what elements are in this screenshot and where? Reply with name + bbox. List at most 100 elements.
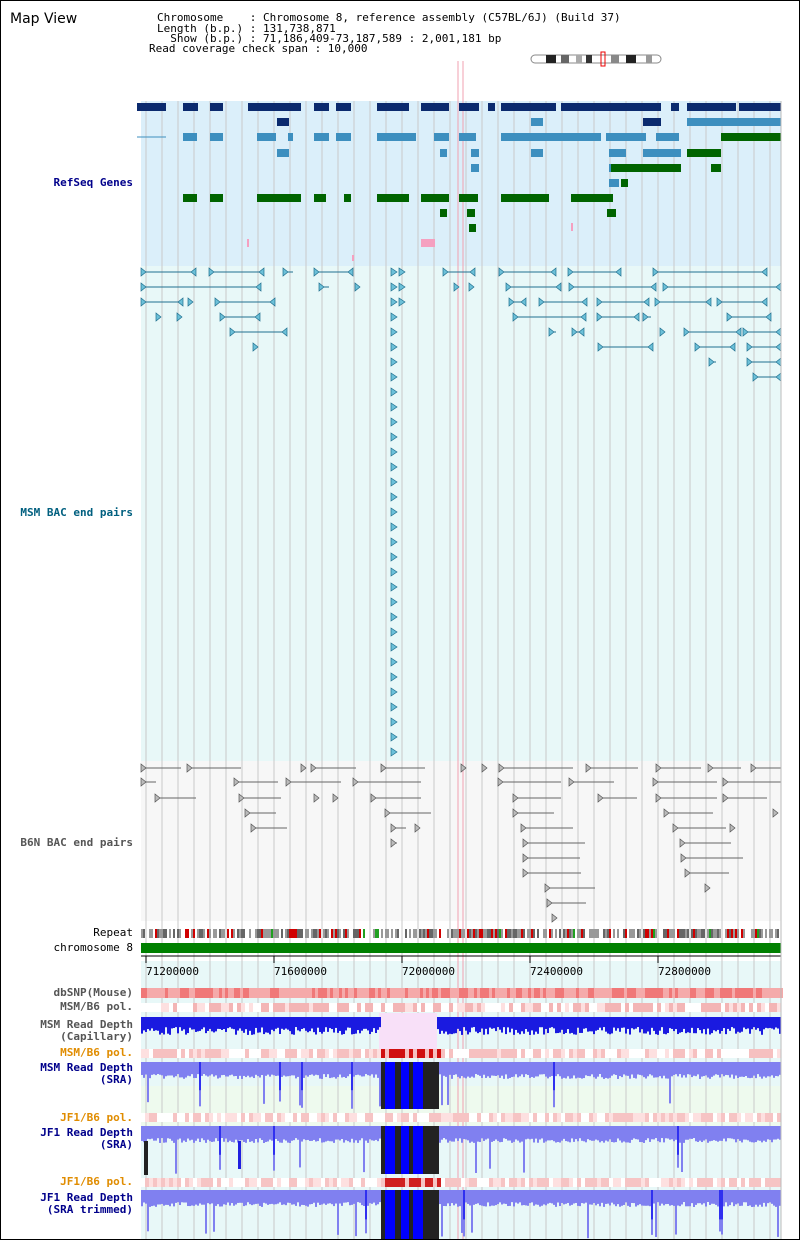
msm-bac-end [347, 267, 354, 277]
sra-depth-bar [291, 1126, 293, 1141]
dbsnp-cell [462, 988, 465, 998]
polymorphism-cell [417, 1003, 421, 1012]
repeat-element [487, 929, 489, 938]
sra-depth-bar [411, 1126, 413, 1174]
sra-depth-bar [513, 1190, 515, 1207]
capillary-depth-bar [701, 1017, 703, 1034]
polymorphism-cell [209, 1049, 213, 1058]
track-label-dbsnp[interactable]: dbSNP(Mouse) [53, 986, 133, 999]
polymorphism-cell [713, 1113, 717, 1122]
sra-depth-bar [425, 1062, 427, 1109]
sra-depth-bar [489, 1126, 491, 1169]
repeat-element [297, 929, 299, 938]
track-label-refseq[interactable]: RefSeq Genes [53, 176, 133, 189]
sra-depth-bar [601, 1126, 603, 1142]
polymorphism-cell [197, 1113, 201, 1122]
sra-depth-bar [257, 1190, 259, 1204]
repeat-element [439, 929, 441, 938]
b6n-bac-end [140, 777, 147, 787]
sra-depth-bar [357, 1062, 359, 1075]
polymorphism-cell [645, 1178, 649, 1187]
polymorphism-cell [581, 1113, 585, 1122]
dbsnp-cell [741, 988, 744, 998]
dbsnp-cell [744, 988, 747, 998]
polymorphism-cell [273, 1049, 277, 1058]
track-label-jf1-depth-sra[interactable]: JF1 Read Depth (SRA) [40, 1127, 133, 1151]
dbsnp-cell [648, 988, 651, 998]
sra-depth-bar [443, 1126, 445, 1139]
polymorphism-cell [517, 1049, 521, 1058]
polymorphism-cell [673, 1003, 677, 1012]
track-label-msm-bac[interactable]: MSM BAC end pairs [20, 506, 133, 519]
polymorphism-cell [665, 1178, 669, 1187]
sra-depth-bar [277, 1126, 279, 1141]
capillary-depth-bar [311, 1017, 313, 1029]
capillary-depth-bar [705, 1017, 707, 1035]
polymorphism-cell [513, 1003, 517, 1012]
polymorphism-cell [213, 1003, 217, 1012]
polymorphism-cell [533, 1178, 537, 1187]
polymorphism-cell [273, 1003, 277, 1012]
repeat-element [239, 929, 241, 938]
dbsnp-cell [216, 988, 219, 998]
capillary-depth-bar [457, 1017, 459, 1029]
track-label-msm-pol-2[interactable]: MSM/B6 pol. [60, 1046, 133, 1059]
polymorphism-cell [401, 1003, 405, 1012]
polymorphism-cell [745, 1113, 749, 1122]
sra-depth-bar [629, 1062, 631, 1079]
sra-depth-bar [415, 1062, 417, 1109]
polymorphism-cell [769, 1113, 773, 1122]
sra-depth-bar [237, 1062, 239, 1079]
polymorphism-cell [633, 1113, 637, 1122]
sra-depth-bar [169, 1062, 171, 1076]
track-label-msm-pol-1[interactable]: MSM/B6 pol. [60, 1000, 133, 1013]
repeat-element [475, 929, 477, 938]
capillary-depth-bar [217, 1017, 219, 1029]
sra-depth-bar [757, 1126, 759, 1141]
track-label-jf1-pol-1[interactable]: JF1/B6 pol. [60, 1111, 133, 1124]
track-label-jf1-depth-trimmed[interactable]: JF1 Read Depth (SRA trimmed) [40, 1192, 133, 1216]
polymorphism-cell [293, 1178, 297, 1187]
polymorphism-cell [409, 1049, 413, 1058]
track-label-msm-depth-sra[interactable]: MSM Read Depth (SRA) [40, 1062, 133, 1086]
track-label-msm-depth-capillary[interactable]: MSM Read Depth (Capillary) [40, 1019, 133, 1043]
polymorphism-cell [441, 1049, 445, 1058]
repeat-element [755, 929, 757, 938]
refseq-gene [440, 209, 447, 217]
capillary-depth-bar [625, 1017, 627, 1034]
sra-depth-bar [221, 1126, 223, 1139]
dbsnp-cell [324, 988, 327, 998]
sra-depth-bar [721, 1126, 723, 1141]
sra-depth-bar [205, 1190, 207, 1234]
capillary-depth-bar [201, 1017, 203, 1030]
repeat-element [179, 929, 181, 938]
capillary-depth-bar [477, 1017, 479, 1034]
polymorphism-cell [501, 1113, 505, 1122]
polymorphism-cell [225, 1178, 229, 1187]
track-label-b6n-bac[interactable]: B6N BAC end pairs [20, 836, 133, 849]
sra-depth-bar [521, 1062, 523, 1075]
capillary-depth-bar [567, 1017, 569, 1030]
sra-depth-bar [589, 1126, 591, 1141]
repeat-element [299, 929, 301, 938]
sra-depth-bar [453, 1190, 455, 1206]
polymorphism-cell [337, 1049, 341, 1058]
b6n-bac-end [522, 838, 529, 848]
sra-depth-bar [473, 1062, 475, 1078]
sra-depth-bar [395, 1190, 397, 1239]
capillary-depth-bar [627, 1017, 629, 1029]
sra-depth-bar [487, 1126, 489, 1139]
b6n-bac-end [544, 883, 551, 893]
dbsnp-cell [360, 988, 363, 998]
track-label-jf1-pol-2[interactable]: JF1/B6 pol. [60, 1175, 133, 1188]
sra-depth-bar [445, 1126, 447, 1140]
sra-depth-bar [363, 1126, 365, 1173]
sra-depth-bar [631, 1062, 633, 1075]
capillary-depth-bar [547, 1017, 549, 1034]
polymorphism-cell [681, 1113, 685, 1122]
capillary-depth-bar [363, 1017, 365, 1029]
sra-depth-bar [529, 1126, 531, 1140]
capillary-depth-bar [319, 1017, 321, 1033]
axis-tick-label: 71600000 [274, 965, 327, 978]
